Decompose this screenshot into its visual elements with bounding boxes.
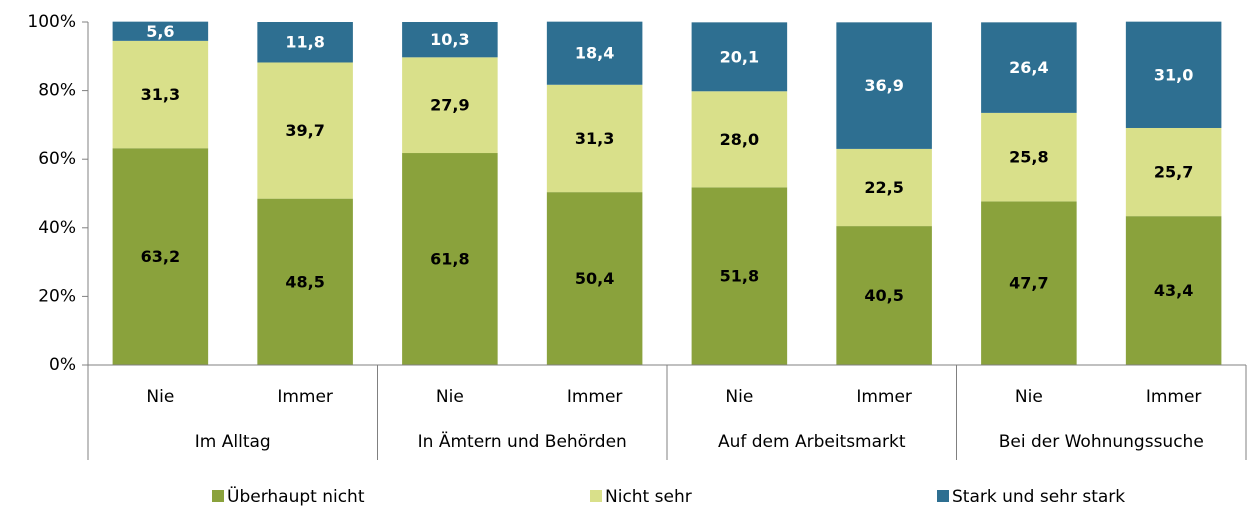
bar-segment bbox=[981, 112, 1077, 202]
bar-segment bbox=[691, 22, 788, 92]
bar-segment bbox=[112, 21, 209, 41]
value-label: 31,3 bbox=[575, 129, 614, 148]
value-label: 51,8 bbox=[720, 267, 759, 286]
x-tick-label: Nie bbox=[146, 387, 174, 407]
legend-swatch bbox=[212, 490, 224, 502]
bar-segment bbox=[836, 226, 932, 365]
value-label: 63,2 bbox=[141, 247, 180, 266]
bar-segment bbox=[691, 187, 788, 365]
value-label: 5,6 bbox=[146, 22, 174, 41]
bar-segment bbox=[1125, 127, 1222, 217]
bar-segment bbox=[546, 192, 643, 365]
value-label: 22,5 bbox=[864, 178, 903, 197]
x-tick-label: Nie bbox=[436, 387, 464, 407]
value-label: 25,8 bbox=[1009, 148, 1048, 167]
bar-segment bbox=[402, 22, 498, 58]
bar-segment bbox=[546, 21, 643, 85]
legend-label: Nicht sehr bbox=[605, 487, 692, 507]
y-tick-label: 60% bbox=[38, 149, 76, 169]
x-tick-label: Immer bbox=[567, 387, 623, 407]
value-label: 31,0 bbox=[1154, 65, 1193, 84]
bar-segment bbox=[1125, 21, 1222, 128]
value-label: 48,5 bbox=[285, 272, 324, 291]
bar-segment bbox=[1125, 216, 1222, 365]
value-label: 43,4 bbox=[1154, 281, 1193, 300]
bar-segment bbox=[257, 22, 353, 63]
legend-swatch bbox=[590, 490, 602, 502]
value-label: 31,3 bbox=[141, 85, 180, 104]
value-label: 27,9 bbox=[430, 96, 469, 115]
value-label: 18,4 bbox=[575, 44, 614, 63]
value-label: 25,7 bbox=[1154, 163, 1193, 182]
value-label: 61,8 bbox=[430, 250, 469, 269]
legend-label: Überhaupt nicht bbox=[227, 485, 365, 507]
x-tick-label: Nie bbox=[725, 387, 753, 407]
bar-segment bbox=[691, 91, 788, 188]
bar-segment bbox=[836, 148, 932, 227]
group-label: Im Alltag bbox=[195, 432, 271, 452]
value-label: 36,9 bbox=[864, 76, 903, 95]
bar-segment bbox=[112, 148, 209, 365]
bar-segment bbox=[981, 201, 1077, 365]
y-tick-label: 20% bbox=[38, 286, 76, 306]
value-label: 10,3 bbox=[430, 30, 469, 49]
bar-segment bbox=[546, 84, 643, 193]
x-tick-label: Immer bbox=[1146, 387, 1202, 407]
group-label: Auf dem Arbeitsmarkt bbox=[718, 432, 906, 452]
bar-segment bbox=[402, 57, 498, 154]
value-label: 26,4 bbox=[1009, 58, 1048, 77]
y-tick-label: 80% bbox=[38, 81, 76, 101]
bar-segment bbox=[836, 22, 932, 149]
value-label: 50,4 bbox=[575, 269, 614, 288]
x-tick-label: Nie bbox=[1015, 387, 1043, 407]
value-label: 39,7 bbox=[285, 121, 324, 140]
bar-segment bbox=[257, 62, 353, 199]
legend-swatch bbox=[937, 490, 949, 502]
bar-segment bbox=[112, 40, 209, 149]
group-label: Bei der Wohnungssuche bbox=[999, 432, 1204, 452]
x-tick-label: Immer bbox=[277, 387, 333, 407]
y-tick-label: 0% bbox=[49, 355, 76, 375]
value-label: 20,1 bbox=[720, 47, 759, 66]
value-label: 28,0 bbox=[720, 130, 759, 149]
legend-label: Stark und sehr stark bbox=[952, 487, 1125, 507]
value-label: 47,7 bbox=[1009, 274, 1048, 293]
bar-segment bbox=[981, 22, 1077, 113]
bar-segment bbox=[257, 198, 353, 365]
group-label: In Ämtern und Behörden bbox=[418, 431, 627, 452]
value-label: 11,8 bbox=[285, 33, 324, 52]
y-tick-label: 40% bbox=[38, 218, 76, 238]
x-tick-label: Immer bbox=[856, 387, 912, 407]
bar-segment bbox=[402, 153, 498, 365]
value-label: 40,5 bbox=[864, 286, 903, 305]
y-tick-label: 100% bbox=[27, 12, 76, 32]
